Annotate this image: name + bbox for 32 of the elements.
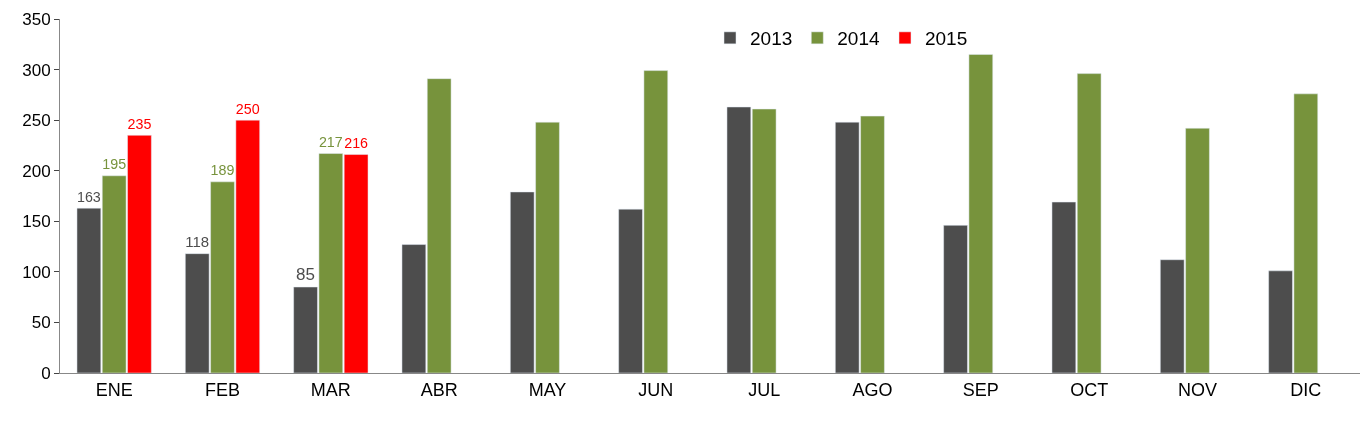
y-tick-label: 100 [22,262,51,282]
legend-label: 2015 [924,28,968,50]
y-tick-label: 0 [41,363,51,383]
x-tick-label: ABR [420,379,458,400]
legend-label: 2014 [837,28,880,50]
y-tick-label: 300 [22,60,51,80]
x-tick-label: FEB [204,379,241,400]
x-tick-label: SEP [962,379,999,400]
data-label: 217 [318,134,343,151]
x-tick-label: OCT [1070,379,1109,400]
y-tick-label: 350 [22,9,51,29]
data-label: 195 [102,156,127,173]
data-label: 85 [296,265,316,285]
x-tick-label: ENE [95,379,133,400]
data-label: 118 [185,233,210,251]
y-tick-label: 250 [22,111,51,131]
legend-label: 2013 [750,28,793,50]
x-tick-label: MAY [528,379,567,400]
x-tick-label: AGO [852,379,893,400]
x-tick-label: MAR [310,379,351,400]
x-tick-label: JUN [638,379,674,400]
x-tick-label: DIC [1290,379,1322,400]
data-label: 250 [235,100,260,117]
x-tick-label: JUL [748,379,781,400]
x-tick-label: NOV [1177,379,1218,400]
data-label: 216 [344,135,369,152]
data-label: 189 [210,162,235,179]
y-tick-label: 150 [22,212,51,232]
y-tick-label: 200 [22,161,51,181]
data-label: 163 [76,188,101,205]
data-label: 235 [127,115,152,132]
y-tick-label: 50 [31,313,51,333]
